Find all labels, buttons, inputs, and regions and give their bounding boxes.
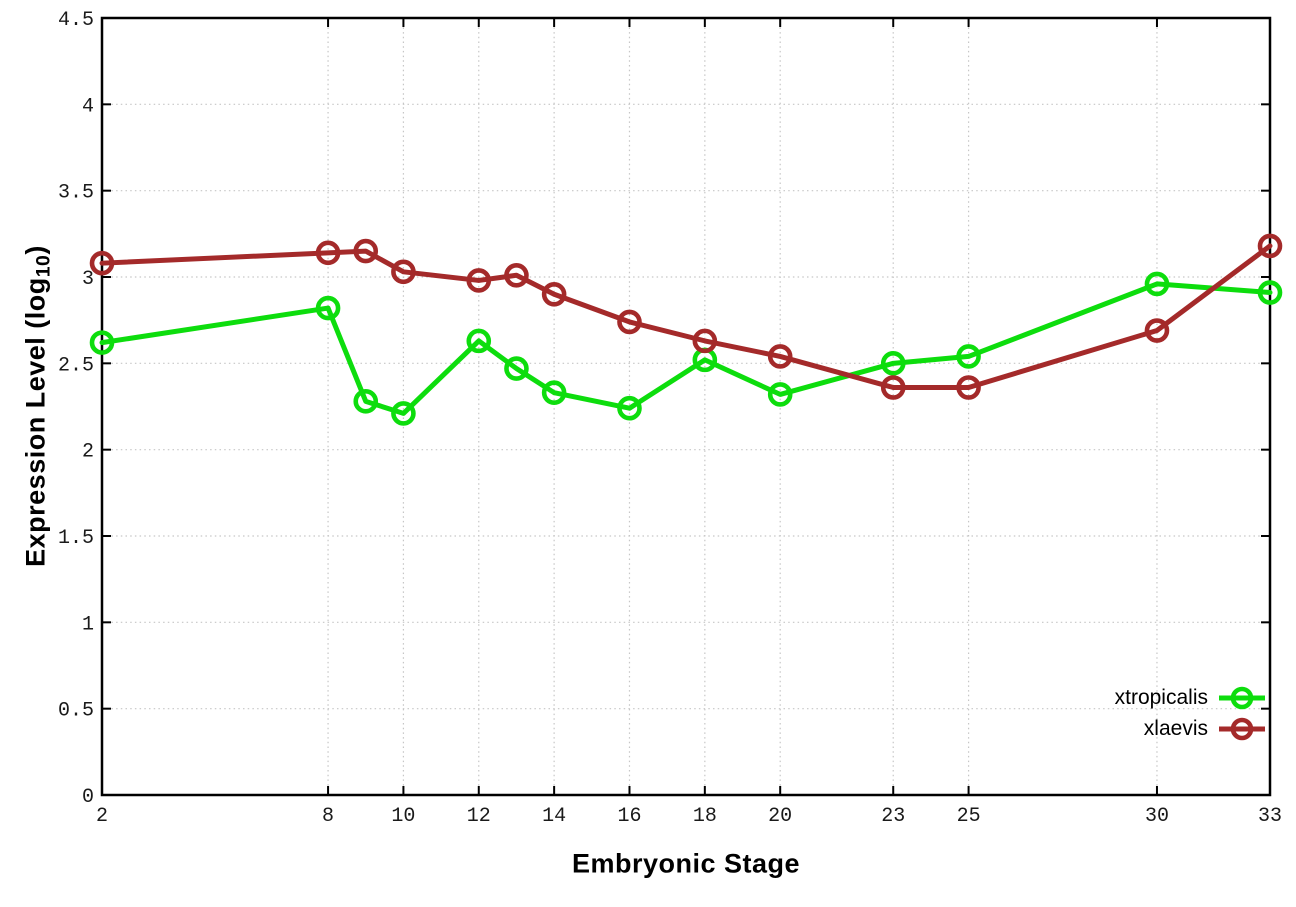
gridlines	[101, 17, 1271, 796]
x-tick-label: 8	[322, 805, 334, 828]
x-tick-label: 18	[693, 805, 717, 828]
x-tick-label: 10	[391, 805, 415, 828]
data-point-xtropicalis	[880, 351, 906, 376]
y-tick-label: 3.5	[58, 182, 94, 205]
y-tick-label: 3	[82, 268, 94, 291]
x-tick-labels: 2 8 10 12 14 16 18 20 23 25 30 33	[96, 805, 1282, 828]
data-point-xtropicalis	[353, 389, 379, 414]
legend-marker-xtropicalis-icon	[1219, 686, 1265, 709]
y-tick-labels: 0 0.5 1 1.5 2 2.5 3 3.5 4 4.5	[58, 9, 94, 809]
series-xtropicalis	[89, 271, 1283, 426]
data-point-xtropicalis	[504, 356, 529, 381]
data-point-xlaevis	[617, 309, 642, 335]
x-tick-label: 33	[1258, 805, 1282, 828]
data-point-xlaevis	[956, 375, 981, 400]
data-point-xlaevis	[541, 281, 567, 307]
data-point-xtropicalis	[89, 330, 115, 355]
y-tick-label: 1	[82, 613, 94, 636]
y-tick-label: 4.5	[58, 9, 94, 32]
data-point-xlaevis	[89, 250, 115, 276]
y-tick-label: 2.5	[58, 354, 94, 377]
data-point-xtropicalis	[1144, 271, 1170, 297]
y-tick-label: 1.5	[58, 527, 94, 550]
y-tick-label: 0.5	[58, 700, 94, 723]
x-tick-label: 12	[467, 805, 491, 828]
y-tick-label: 2	[82, 441, 94, 464]
data-point-xlaevis	[466, 268, 492, 293]
legend-marker-xlaevis-icon	[1219, 717, 1265, 740]
data-point-xlaevis	[353, 238, 379, 264]
legend-label-xlaevis: xlaevis	[1143, 716, 1208, 740]
data-point-xtropicalis	[541, 380, 567, 405]
data-point-xlaevis	[391, 259, 416, 285]
data-point-xlaevis	[880, 375, 906, 400]
x-axis-title: Embryonic Stage	[571, 848, 801, 879]
data-point-xlaevis	[504, 262, 529, 288]
series-xlaevis	[89, 233, 1283, 400]
data-point-xlaevis	[315, 240, 341, 266]
data-point-xtropicalis	[767, 382, 793, 407]
data-point-xtropicalis	[617, 395, 642, 421]
data-point-xtropicalis	[1257, 280, 1283, 305]
data-point-xlaevis	[1257, 233, 1283, 259]
data-point-xtropicalis	[466, 328, 492, 354]
x-tick-label: 2	[96, 805, 108, 828]
plot-border	[100, 16, 1272, 797]
y-axis-title: Expression Level (log10)	[20, 245, 55, 567]
data-point-xtropicalis	[391, 401, 416, 426]
x-tick-label: 20	[768, 805, 792, 828]
y-tick-label: 0	[82, 786, 94, 809]
data-point-xlaevis	[1144, 318, 1170, 343]
axis-ticks	[101, 17, 1271, 796]
x-tick-label: 23	[881, 805, 905, 828]
data-point-xlaevis	[692, 328, 718, 354]
legend: xtropicalis xlaevis	[1115, 684, 1266, 742]
y-tick-label: 4	[82, 95, 94, 118]
x-tick-label: 25	[957, 805, 981, 828]
data-point-xlaevis	[767, 344, 793, 369]
series-line-xtropicalis	[99, 281, 1273, 416]
y-axis-title-close: )	[20, 245, 51, 255]
legend-item-xtropicalis: xtropicalis	[1115, 684, 1266, 711]
data-point-xtropicalis	[956, 344, 981, 369]
legend-label-xtropicalis: xtropicalis	[1114, 685, 1208, 709]
series-line-xlaevis	[99, 243, 1273, 391]
x-tick-label: 14	[542, 805, 566, 828]
data-point-xtropicalis	[315, 295, 341, 321]
x-tick-label: 30	[1145, 805, 1169, 828]
y-axis-title-subscript: 10	[32, 254, 55, 278]
y-axis-title-text: Expression Level (log	[20, 277, 51, 567]
x-tick-label: 16	[617, 805, 641, 828]
legend-item-xlaevis: xlaevis	[1115, 715, 1266, 742]
